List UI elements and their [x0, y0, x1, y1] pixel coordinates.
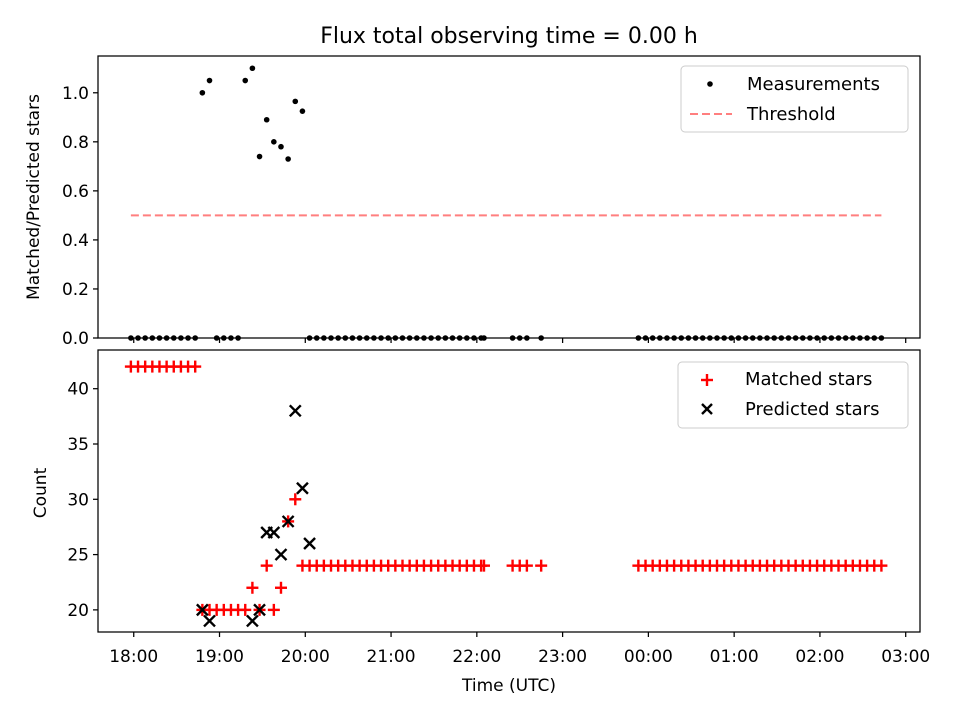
matched-star-point [189, 360, 202, 373]
matched-star-point [260, 559, 273, 572]
x-tick-label: 01:00 [710, 647, 759, 667]
predicted-star-point [281, 515, 295, 528]
x-tick-label: 02:00 [795, 647, 844, 667]
legend-predicted-label: Predicted stars [745, 399, 879, 420]
top-y-tick-label: 0.8 [62, 133, 89, 153]
predicted-star-point [303, 537, 316, 550]
bottom-y-tick-label: 30 [67, 490, 89, 510]
x-axis-label: Time (UTC) [461, 676, 556, 696]
measurement-point [299, 108, 306, 114]
bottom-y-tick-label: 40 [67, 380, 89, 400]
matched-star-point [267, 603, 280, 616]
x-tick-label: 22:00 [452, 647, 501, 667]
top-legend-box [680, 65, 909, 133]
x-tick-label: 19:00 [195, 647, 244, 667]
matched-star-point [274, 581, 287, 594]
matched-star-point [477, 559, 490, 572]
matched-star-point [239, 603, 252, 616]
measurement-point [292, 98, 299, 105]
bottom-panel: 20 25 30 35 40 18:00 19:00 20:00 21:00 22:00 23:00… [31, 349, 930, 696]
x-tick-label: 21:00 [367, 647, 416, 667]
measurement-point [242, 77, 249, 84]
predicted-star-point [253, 603, 266, 617]
matched-star-point [875, 559, 888, 572]
x-tick-label: 18:00 [109, 647, 158, 667]
legend-predicted-marker [701, 403, 713, 415]
top-y-axis-label: Matched/Predicted stars [24, 94, 44, 300]
matched-star-point [246, 581, 259, 594]
predicted-star-point [274, 548, 288, 561]
predicted-star-point [203, 614, 216, 628]
bottom-y-tick-label: 20 [67, 601, 89, 621]
matched-star-point [535, 559, 548, 572]
predicted-star-point [267, 526, 281, 539]
top-legend: Measurements Threshold [680, 65, 909, 133]
measurement-point [249, 65, 256, 72]
legend-measurements-label: Measurements [747, 74, 880, 95]
x-tick-label: 23:00 [538, 647, 587, 667]
top-y-tick-label: 1.0 [62, 84, 89, 104]
legend-measurements-marker [707, 81, 713, 87]
matched-star-point [289, 493, 302, 506]
bottom-legend-box [677, 361, 909, 429]
legend-threshold-label: Threshold [746, 104, 836, 125]
predicted-star-point [288, 404, 302, 418]
measurement-point [199, 89, 206, 96]
top-y-tick-label: 0.2 [62, 280, 89, 300]
bottom-y-tick-label: 35 [67, 435, 89, 455]
x-tick-label: 03:00 [881, 647, 930, 667]
chart-title: Flux total observing time = 0.00 h [320, 24, 698, 49]
measurement-point [263, 116, 270, 123]
bottom-y-axis-label: Count [31, 467, 51, 518]
measurement-point [278, 143, 284, 150]
x-tick-label: 00:00 [624, 647, 673, 667]
top-y-tick-label: 0.0 [62, 329, 89, 349]
measurement-point [206, 77, 213, 84]
legend-matched-label: Matched stars [745, 369, 872, 390]
measurement-point [285, 156, 291, 162]
top-plot-frame [97, 55, 921, 339]
measurement-point [271, 139, 277, 145]
measurement-point [256, 153, 263, 160]
top-panel: 0.0 0.2 0.4 0.6 0.8 1.0 Matched/Predicted sta… [24, 55, 921, 349]
top-y-tick-label: 0.4 [62, 231, 89, 251]
bottom-legend: Matched stars Predicted stars [677, 361, 909, 429]
legend-matched-marker [701, 374, 713, 386]
top-y-tick-label: 0.6 [62, 182, 89, 202]
predicted-star-point [296, 481, 309, 495]
bottom-plot-frame [97, 349, 921, 633]
predicted-star-point [196, 603, 209, 617]
x-tick-label: 20:00 [281, 647, 330, 667]
bottom-y-tick-label: 25 [67, 546, 89, 566]
matched-star-point [520, 559, 533, 572]
predicted-star-point [246, 614, 259, 628]
